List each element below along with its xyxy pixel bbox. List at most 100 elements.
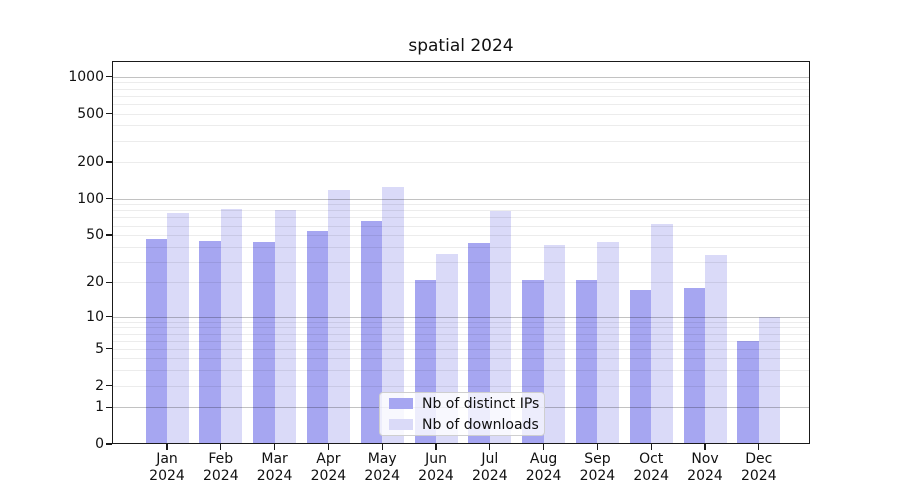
bar-downloads-may [382, 187, 404, 444]
minor-gridline [112, 125, 810, 127]
minor-gridline [112, 88, 810, 90]
x-tick-month: Apr [316, 451, 341, 467]
x-tick-year: 2024 [687, 468, 723, 484]
legend-row-downloads: Nb of downloads [389, 417, 539, 433]
x-tick-label-jul: Jul 2024 [458, 451, 522, 485]
grid-layer [112, 61, 810, 444]
y-tick-mark [106, 281, 112, 283]
y-tick-label: 1000 [68, 68, 104, 85]
minor-gridline [112, 358, 810, 360]
y-tick-label: 20 [86, 274, 104, 291]
y-tick-label: 50 [86, 227, 104, 243]
bar-downloads-sep [597, 241, 619, 444]
x-tick-year: 2024 [525, 468, 562, 484]
y-tick-mark [106, 406, 112, 408]
minor-gridline [112, 246, 810, 248]
y-tick-label: 1 [95, 399, 104, 416]
minor-gridline [112, 103, 810, 105]
major-gridline [112, 316, 810, 318]
legend-swatch-downloads [389, 419, 413, 430]
y-tick-mark [106, 161, 112, 163]
minor-gridline [112, 282, 810, 284]
x-tick-label-nov: Nov 2024 [673, 451, 737, 485]
bar-distinct-ips-mar [253, 241, 275, 444]
x-tick-year: 2024 [310, 468, 347, 484]
x-tick-year: 2024 [149, 468, 185, 484]
x-tick-mark [650, 444, 652, 450]
bar-downloads-nov [705, 255, 727, 444]
bar-downloads-aug [543, 245, 566, 444]
minor-gridline [112, 204, 810, 206]
x-tick-label-oct: Oct 2024 [619, 451, 683, 485]
x-tick-label-dec: Dec 2024 [727, 451, 791, 485]
legend-label-distinct-ips: Nb of distinct IPs [422, 395, 540, 412]
minor-gridline [112, 95, 810, 97]
x-tick-mark [220, 444, 222, 450]
minor-gridline [112, 340, 810, 342]
bar-downloads-mar [274, 209, 297, 444]
y-tick-mark [106, 348, 112, 350]
x-tick-month: Jan [156, 451, 178, 467]
x-tick-month: Sep [584, 451, 611, 467]
y-tick-mark [106, 384, 112, 387]
x-tick-mark [542, 444, 545, 450]
y-tick-mark [106, 198, 112, 200]
x-tick-mark [489, 444, 491, 450]
minor-gridline [112, 348, 810, 350]
bar-downloads-jan [167, 213, 189, 444]
x-tick-year: 2024 [579, 468, 616, 484]
x-tick-label-apr: Apr 2024 [296, 451, 360, 485]
x-tick-mark [166, 444, 168, 450]
minor-gridline [112, 210, 810, 212]
bar-distinct-ips-may [360, 221, 383, 444]
minor-gridline [112, 327, 810, 329]
x-tick-month: Nov [691, 451, 719, 467]
major-gridline [112, 76, 810, 78]
bar-downloads-oct [651, 223, 673, 444]
x-tick-mark [596, 444, 599, 450]
x-tick-label-jun: Jun 2024 [404, 451, 468, 485]
y-tick-label: 200 [77, 154, 104, 171]
bar-distinct-ips-nov [683, 287, 705, 444]
minor-gridline [112, 385, 810, 387]
x-tick-year: 2024 [633, 468, 669, 484]
major-gridline [112, 198, 810, 200]
y-tick-label: 2 [95, 377, 104, 394]
x-tick-year: 2024 [471, 468, 508, 484]
x-tick-label-jan: Jan 2024 [135, 451, 199, 485]
x-tick-month: Jun [425, 451, 447, 467]
x-tick-month: Dec [745, 451, 773, 467]
legend: Nb of distinct IPs Nb of downloads [379, 392, 545, 436]
bar-distinct-ips-oct [629, 290, 652, 444]
legend-row-distinct-ips: Nb of distinct IPs [389, 396, 539, 412]
x-tick-mark [435, 444, 437, 450]
bar-downloads-jul [489, 211, 512, 444]
y-tick-label: 10 [86, 308, 104, 325]
x-tick-mark [327, 444, 330, 450]
bar-distinct-ips-apr [306, 231, 329, 444]
x-tick-month: Oct [639, 451, 664, 467]
x-tick-mark [704, 444, 706, 450]
x-tick-year: 2024 [256, 468, 293, 484]
bar-distinct-ips-feb [199, 240, 221, 444]
minor-gridline [112, 321, 810, 323]
x-tick-month: May [367, 451, 397, 467]
x-tick-month: Jul [481, 451, 499, 467]
bar-downloads-feb [220, 208, 243, 444]
minor-gridline [112, 82, 810, 84]
y-tick-label: 500 [77, 105, 104, 122]
y-tick-mark [106, 234, 112, 236]
x-tick-year: 2024 [364, 468, 400, 484]
minor-gridline [112, 235, 810, 236]
minor-gridline [112, 333, 810, 335]
minor-gridline [112, 370, 810, 372]
y-tick-label: 0 [95, 436, 104, 452]
y-tick-mark [106, 315, 112, 318]
x-tick-mark [758, 444, 760, 450]
x-tick-mark [273, 444, 276, 450]
bar-distinct-ips-jan [145, 239, 167, 444]
minor-gridline [112, 162, 810, 164]
x-tick-month: Feb [208, 451, 234, 467]
chart-title: spatial 2024 [408, 36, 514, 56]
